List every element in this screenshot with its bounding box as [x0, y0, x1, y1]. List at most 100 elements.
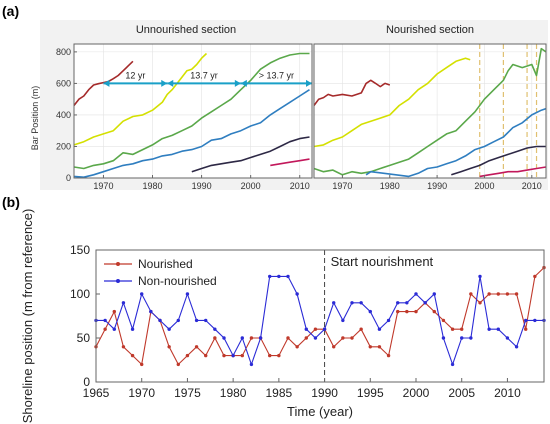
- data-point: [505, 336, 510, 340]
- y-tick-label: 400: [56, 110, 71, 120]
- data-point: [185, 292, 190, 296]
- data-point: [450, 327, 455, 331]
- data-point: [213, 336, 217, 340]
- series-line-3: [313, 47, 547, 176]
- x-tick-label: 1980: [142, 181, 162, 191]
- data-point: [505, 292, 510, 296]
- series-line-5: [451, 145, 546, 176]
- data-point: [478, 301, 482, 305]
- data-point: [240, 336, 244, 340]
- data-point: [469, 292, 473, 296]
- data-point: [359, 327, 363, 331]
- series-line-6: [479, 166, 547, 178]
- x-tick-label: 2000: [474, 181, 494, 191]
- legend-label: Non-nourished: [138, 274, 217, 288]
- x-tick-label: 1980: [380, 181, 400, 191]
- data-point: [514, 345, 519, 349]
- data-point: [258, 336, 263, 340]
- data-point: [176, 318, 180, 323]
- data-point: [313, 327, 318, 331]
- data-point: [286, 336, 290, 340]
- panel-b-letter: (b): [2, 194, 20, 210]
- y-tick-label: 100: [70, 287, 90, 301]
- chart-1-ticks: 1970 1980 1990 2000 2010 0 200 400 600 800: [56, 47, 310, 191]
- legend-swatch-marker: [116, 279, 120, 283]
- data-point: [140, 362, 144, 367]
- x-tick-label: 1970: [128, 386, 155, 400]
- data-point: [533, 274, 537, 279]
- arrow-head-left: [240, 79, 247, 87]
- series-line-5: [191, 136, 310, 173]
- data-point: [249, 336, 254, 340]
- series-line-2: [313, 57, 471, 148]
- data-point: [441, 318, 446, 323]
- data-point: [295, 292, 299, 296]
- series-line-1: [313, 79, 391, 106]
- data-point: [204, 318, 208, 323]
- data-point: [496, 292, 500, 296]
- x-tick-label: 1990: [192, 181, 212, 191]
- chart-2-title: Nourished section: [386, 24, 474, 36]
- chart-2-nourishment-lines: [479, 44, 538, 178]
- data-point: [359, 301, 363, 305]
- data-point: [295, 345, 299, 349]
- series-line-6: [270, 158, 310, 167]
- data-point: [341, 336, 345, 340]
- data-point: [350, 336, 354, 340]
- data-point: [103, 318, 107, 323]
- data-point: [332, 301, 336, 305]
- data-point: [121, 345, 126, 349]
- x-tick-label: 1980: [220, 386, 247, 400]
- chart-3-lines: [94, 265, 546, 367]
- data-point: [313, 336, 318, 340]
- chart-1-frame: [73, 43, 313, 179]
- data-point: [405, 309, 409, 314]
- data-point: [304, 336, 308, 340]
- y-tick-label: 150: [70, 243, 90, 257]
- chart-1-lines: [73, 52, 310, 178]
- x-tick-label: 2010: [494, 386, 521, 400]
- data-point: [277, 274, 281, 279]
- data-point: [322, 327, 327, 331]
- data-point: [176, 362, 180, 367]
- data-point: [487, 327, 491, 331]
- data-point: [222, 336, 226, 340]
- data-point: [460, 327, 464, 331]
- series-line-2: [73, 52, 208, 146]
- arrow-head-left: [103, 79, 110, 87]
- chart-2-plot-area: [314, 44, 546, 178]
- x-tick-label: 2010: [290, 181, 310, 191]
- arrow-head-right: [234, 79, 241, 87]
- interval-label: > 13.7 yr: [259, 70, 294, 80]
- x-tick-label: 1975: [174, 386, 201, 400]
- data-point: [396, 301, 400, 305]
- series-line-4: [365, 107, 547, 178]
- data-point: [496, 327, 500, 331]
- panel-a-letter: (a): [2, 3, 19, 19]
- data-point: [450, 362, 455, 367]
- data-point: [386, 353, 391, 358]
- data-point: [423, 301, 427, 305]
- data-point: [341, 318, 345, 323]
- chart-1-plot-area: [74, 44, 312, 178]
- data-point: [112, 309, 116, 314]
- data-point: [240, 353, 244, 358]
- x-tick-label: 1995: [357, 386, 384, 400]
- x-tick-label: 2005: [448, 386, 475, 400]
- x-tick-label: 1970: [332, 181, 352, 191]
- data-point: [460, 336, 464, 340]
- data-point: [368, 309, 372, 314]
- data-point: [185, 353, 190, 358]
- data-point: [277, 353, 281, 358]
- series-line: [95, 267, 545, 366]
- series-line-4: [73, 89, 310, 178]
- start-nourishment-label: Start nourishment: [331, 254, 434, 269]
- series-2: [94, 274, 546, 367]
- chart-3-legend: Nourished Non-nourished: [104, 257, 217, 288]
- data-point: [149, 309, 153, 314]
- chart-3-plot-area: [96, 250, 544, 382]
- data-point: [414, 292, 418, 296]
- x-tick-label: 1990: [311, 386, 338, 400]
- data-point: [478, 274, 482, 279]
